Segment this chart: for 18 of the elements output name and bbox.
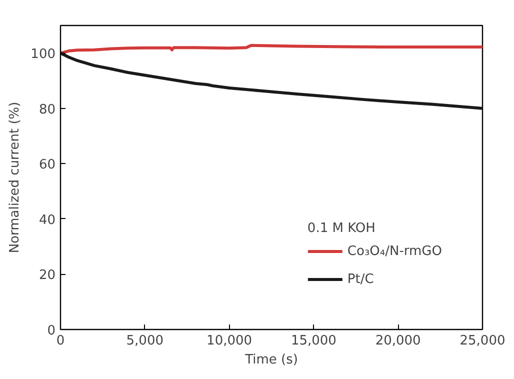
x-tick-label: 15,000 [290, 334, 336, 348]
legend-label: Co₃O₄/N-rmGO [347, 244, 442, 258]
x-tick-label: 5,000 [126, 334, 164, 348]
y-axis-title: Normalized current (%) [8, 102, 23, 254]
line-series [60, 52, 482, 110]
y-tick-label: 80 [38, 102, 56, 118]
line-series [60, 44, 482, 55]
x-axis-title: Time (s) [244, 352, 298, 368]
legend-label: Pt/C [347, 272, 374, 286]
x-tick-label: 20,000 [375, 334, 421, 348]
x-tick-label: 10,000 [206, 334, 252, 348]
y-tick-label: 0 [47, 324, 56, 338]
y-tick-label: 40 [38, 212, 56, 228]
y-tick-label: 100 [30, 47, 56, 62]
y-tick-label: 60 [38, 158, 56, 173]
x-tick-label: 25,000 [460, 334, 506, 348]
y-tick-label: 20 [38, 268, 56, 284]
legend-title: 0.1 M KOH [307, 221, 376, 236]
